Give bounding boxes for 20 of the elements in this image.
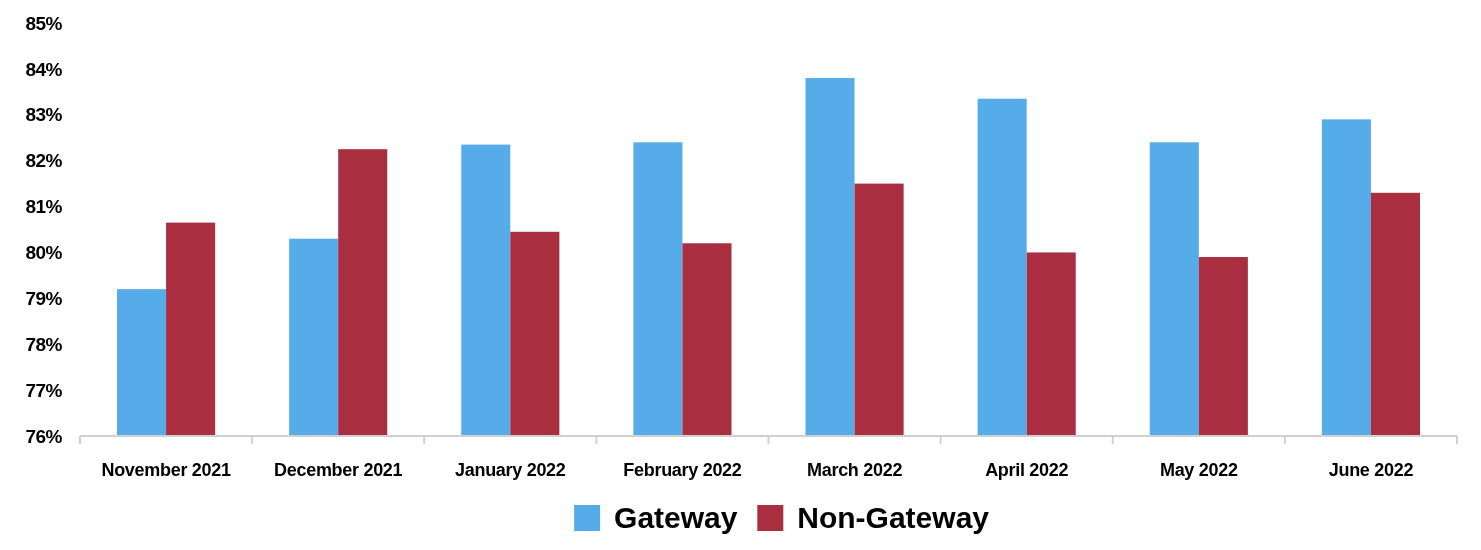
y-tick-label: 78%	[25, 333, 63, 355]
x-tick-label: June 2022	[1328, 460, 1414, 480]
y-tick-label: 82%	[25, 150, 63, 172]
legend-label: Gateway	[614, 501, 738, 534]
y-tick-label: 79%	[25, 287, 63, 309]
y-tick-label: 77%	[25, 379, 63, 401]
x-tick-label: December 2021	[274, 460, 403, 480]
x-tick-label: February 2022	[623, 460, 742, 480]
x-tick-label: May 2022	[1159, 460, 1238, 480]
x-tick-label: April 2022	[985, 460, 1069, 480]
legend-label: Non-Gateway	[797, 501, 990, 534]
y-tick-label: 80%	[25, 242, 63, 264]
y-tick-label: 76%	[25, 425, 63, 447]
x-tick-label: January 2022	[455, 460, 566, 480]
x-tick-label: November 2021	[101, 460, 231, 480]
x-tick-label: March 2022	[807, 460, 903, 480]
y-tick-label: 84%	[25, 58, 63, 80]
y-tick-label: 83%	[25, 104, 63, 126]
y-tick-label: 81%	[25, 196, 63, 218]
y-tick-label: 85%	[25, 12, 63, 34]
